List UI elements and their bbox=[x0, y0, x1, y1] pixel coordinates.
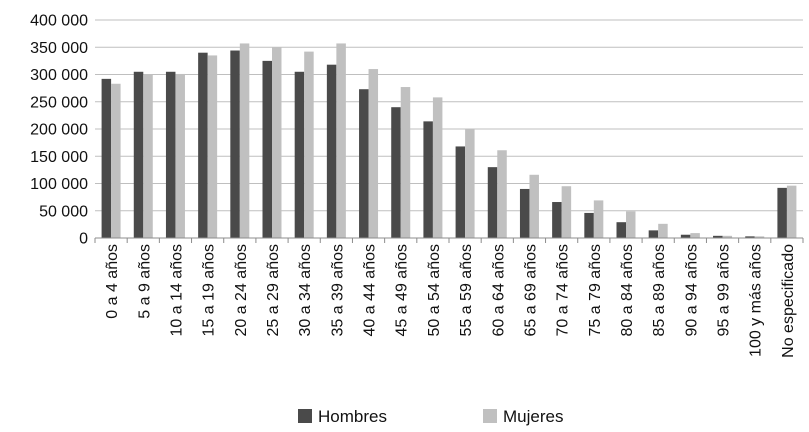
bar-hombres bbox=[165, 71, 176, 239]
bar-mujeres bbox=[465, 129, 475, 238]
y-tick-label: 250 000 bbox=[30, 94, 88, 111]
y-tick-label: 200 000 bbox=[30, 122, 88, 139]
bar-hombres bbox=[326, 64, 337, 238]
x-tick-label: 75 a 79 años bbox=[587, 244, 604, 337]
bar-mujeres bbox=[272, 47, 282, 238]
bar-hombres bbox=[552, 202, 562, 238]
bar-mujeres bbox=[529, 174, 539, 238]
bars bbox=[101, 43, 797, 239]
y-tick-label: 50 000 bbox=[39, 203, 88, 220]
bar-hombres bbox=[713, 235, 723, 238]
bar-hombres bbox=[616, 222, 626, 238]
y-tick-label: 350 000 bbox=[30, 40, 88, 57]
x-tick-label: 40 a 44 años bbox=[362, 244, 379, 337]
x-tick-label: 15 a 19 años bbox=[201, 244, 218, 337]
bar-mujeres bbox=[175, 73, 185, 238]
bar-hombres bbox=[584, 212, 594, 238]
bar-mujeres bbox=[304, 51, 314, 238]
x-tick-label: 45 a 49 años bbox=[394, 244, 411, 337]
x-tick-label: 65 a 69 años bbox=[522, 244, 539, 337]
bar-hombres bbox=[648, 230, 659, 238]
y-tick-label: 0 bbox=[79, 231, 88, 248]
bar-mujeres bbox=[786, 185, 797, 238]
x-tick-label: 20 a 24 años bbox=[233, 244, 250, 337]
bar-mujeres bbox=[432, 97, 443, 238]
bar-mujeres bbox=[690, 233, 700, 238]
bar-hombres bbox=[487, 167, 498, 238]
bar-mujeres bbox=[561, 186, 572, 238]
bar-hombres bbox=[198, 52, 208, 239]
bar-mujeres bbox=[336, 43, 346, 239]
bar-hombres bbox=[423, 121, 433, 238]
x-tick-label: 0 a 4 años bbox=[104, 244, 121, 319]
x-tick-label: 60 a 64 años bbox=[490, 244, 507, 337]
bar-hombres bbox=[391, 107, 401, 238]
bar-hombres bbox=[262, 60, 272, 238]
x-tick-label: 80 a 84 años bbox=[619, 244, 636, 337]
bar-hombres bbox=[455, 146, 466, 238]
bar-mujeres bbox=[400, 87, 411, 238]
x-tick-label: 10 a 14 años bbox=[168, 244, 185, 337]
x-tick-label: 85 a 89 años bbox=[651, 244, 668, 337]
legend-label-mujeres: Mujeres bbox=[503, 407, 563, 426]
legend: Hombres Mujeres bbox=[298, 407, 563, 426]
bar-hombres bbox=[133, 71, 144, 239]
legend-label-hombres: Hombres bbox=[318, 407, 387, 426]
bar-mujeres bbox=[754, 236, 765, 238]
bar-hombres bbox=[230, 50, 240, 238]
x-tick-label: 95 a 99 años bbox=[716, 244, 733, 337]
bar-mujeres bbox=[143, 74, 153, 238]
x-tick-label: 50 a 54 años bbox=[426, 244, 443, 337]
bar-hombres bbox=[745, 236, 755, 238]
x-axis-tick-labels: 0 a 4 años 5 a 9 años 10 a 14 años 15 a 19 … bbox=[104, 244, 797, 358]
bar-mujeres bbox=[722, 235, 733, 238]
x-tick-label: 30 a 34 años bbox=[297, 244, 314, 337]
x-tick-label: 35 a 39 años bbox=[329, 244, 346, 337]
y-tick-label: 100 000 bbox=[30, 176, 88, 193]
bar-hombres bbox=[294, 71, 305, 239]
y-tick-label: 300 000 bbox=[30, 67, 88, 84]
x-tick-label: No especificado bbox=[780, 244, 797, 358]
x-tick-label: 90 a 94 años bbox=[683, 244, 700, 337]
bar-mujeres bbox=[368, 69, 379, 238]
bar-mujeres bbox=[658, 223, 668, 238]
bar-hombres bbox=[101, 78, 112, 238]
legend-swatch-mujeres bbox=[483, 409, 497, 423]
bar-hombres bbox=[777, 187, 787, 238]
y-axis-tick-labels: 0 50 000 100 000 150 000 200 000 250 000 300 0… bbox=[30, 13, 88, 248]
y-tick-label: 150 000 bbox=[30, 149, 88, 166]
bar-mujeres bbox=[626, 211, 636, 238]
bar-mujeres bbox=[207, 55, 218, 238]
bar-mujeres bbox=[111, 83, 121, 238]
legend-swatch-hombres bbox=[298, 409, 312, 423]
bar-mujeres bbox=[497, 150, 507, 238]
x-tick-label: 25 a 29 años bbox=[265, 244, 282, 337]
x-axis bbox=[94, 237, 804, 243]
bar-mujeres bbox=[239, 43, 250, 239]
bar-hombres bbox=[680, 234, 691, 238]
x-tick-label: 100 y más años bbox=[748, 244, 765, 357]
bar-hombres bbox=[359, 89, 369, 238]
x-tick-label: 55 a 59 años bbox=[458, 244, 475, 337]
bar-mujeres bbox=[593, 200, 604, 238]
y-tick-label: 400 000 bbox=[30, 13, 88, 30]
x-tick-label: 70 a 74 años bbox=[555, 244, 572, 337]
bar-hombres bbox=[519, 188, 530, 238]
x-tick-label: 5 a 9 años bbox=[136, 244, 153, 319]
